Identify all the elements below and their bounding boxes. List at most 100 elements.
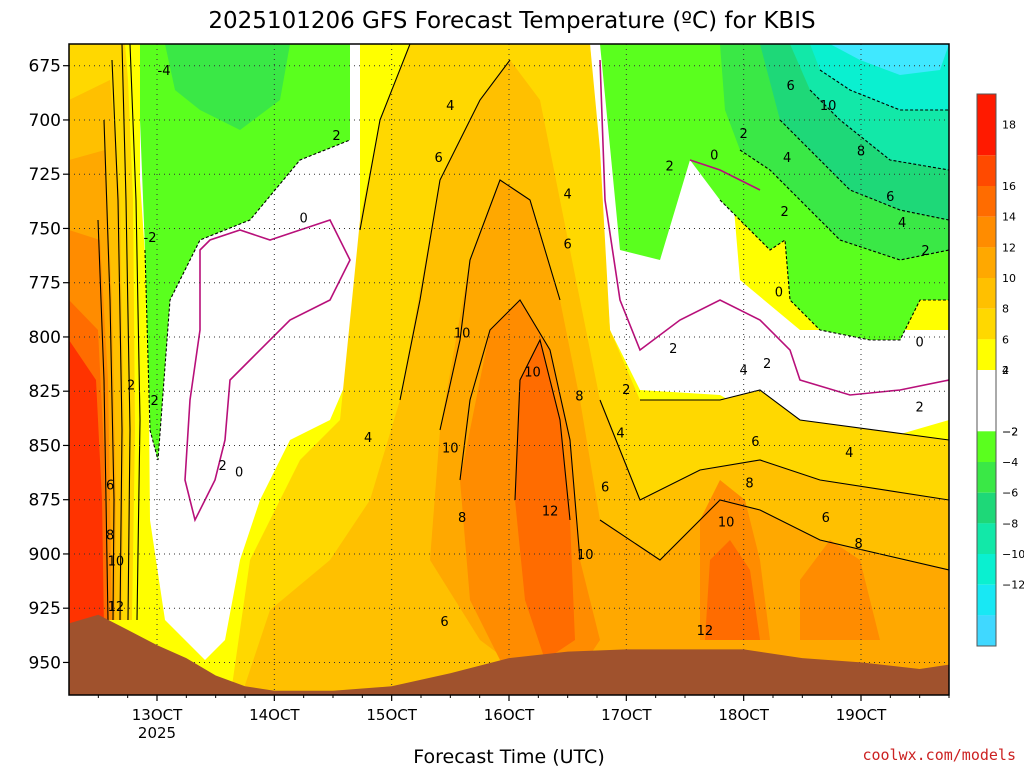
contour-label-30: 2 [622, 383, 630, 398]
contour-label-28: 0 [710, 149, 718, 164]
contour-label-51: 8 [855, 537, 863, 552]
contour-label-48: 2 [916, 400, 924, 415]
field-warm-early-16 [69, 340, 104, 630]
colorbar-segment-13 [977, 554, 996, 585]
contour-2-late [640, 389, 949, 441]
contour-label-29: 2 [669, 342, 677, 357]
contour-label-16: 10 [442, 442, 459, 457]
contour-label-22: 4 [564, 188, 572, 203]
contour-label-47: 0 [916, 335, 924, 350]
contour-label-23: 8 [575, 390, 583, 405]
colorbar-label-12: −8 [1002, 517, 1018, 530]
contour-minus10-late [819, 69, 949, 111]
contour-label-43: 6 [886, 190, 894, 205]
contour-6-late [599, 499, 949, 571]
contour-label-32: 10 [718, 515, 735, 530]
contour-zero-east-upper [689, 159, 761, 191]
y-tick-label-750: 750 [29, 219, 61, 239]
x-tick-label-16OCT: 16OCT [484, 706, 535, 724]
x-tick-label-18OCT: 18OCT [718, 706, 769, 724]
y-tick-label-675: 675 [29, 57, 61, 77]
contour-label-9: 0 [235, 466, 243, 481]
contour-label-49: 4 [845, 446, 853, 461]
colorbar-label-9: −2 [1002, 425, 1018, 438]
y-axis: 675 700 725 750 775 800 825 850 875 900 925 950 [29, 57, 69, 673]
contour-label-31: 12 [697, 624, 714, 639]
contour-label-17: 8 [458, 511, 466, 526]
y-tick-label-950: 950 [29, 653, 61, 673]
contour-label-6: 2 [151, 394, 159, 409]
contour-label-20: 12 [542, 505, 559, 520]
x-axis-label: Forecast Time (UTC) [413, 746, 604, 768]
contour-label-0: 6 [106, 479, 114, 494]
contour-4-mid [399, 59, 511, 401]
contour-label-11: 2 [332, 129, 340, 144]
contour-label-4: 2 [127, 379, 135, 394]
contour-minus4-late [739, 149, 949, 261]
contour-label-45: 2 [921, 244, 929, 259]
contour-label-14: 4 [446, 99, 454, 114]
y-tick-label-825: 825 [29, 382, 61, 402]
y-tick-label-900: 900 [29, 545, 61, 565]
contour-label-15: 10 [454, 327, 471, 342]
y-tick-label-775: 775 [29, 274, 61, 294]
contour-label-40: 6 [786, 79, 794, 94]
contour-label-5: -2 [144, 231, 157, 246]
contour-label-37: 2 [740, 127, 748, 142]
x-tick-label-13OCT: 13OCT [132, 706, 183, 724]
contour-4-early [121, 44, 131, 621]
y-tick-label-875: 875 [29, 491, 61, 511]
chart-title: 2025101206 GFS Forecast Temperature (ºC)… [208, 8, 815, 34]
contour-label-21: 6 [564, 238, 572, 253]
contour-label-34: 6 [751, 435, 759, 450]
contour-6-mid [439, 179, 561, 431]
field-late-12 [705, 540, 760, 640]
contour-label-3: 12 [108, 600, 125, 615]
contour-label-26: 4 [616, 426, 624, 441]
colorbar-label-11: −6 [1002, 487, 1018, 500]
x-tick-label-17OCT: 17OCT [601, 706, 652, 724]
contour-label-42: 8 [857, 144, 865, 159]
field-cold-early-2 [140, 44, 350, 460]
colorbar-segment-4 [977, 247, 996, 278]
colorbar-label-8: 2 [1002, 364, 1009, 377]
contour-label-39: 4 [783, 151, 791, 166]
field-late-10b [800, 540, 880, 640]
y-tick-label-700: 700 [29, 111, 61, 131]
colorbar-label-10: −4 [1002, 456, 1018, 469]
colorbar-segment-6 [977, 308, 996, 340]
terrain-surface [69, 614, 949, 695]
x-year-label: 2025 [138, 724, 176, 742]
contour-lines [97, 44, 949, 621]
colorbar-segment-9 [977, 431, 996, 462]
colorbar-segment-12 [977, 523, 996, 554]
contour-2-early [129, 44, 141, 621]
y-tick-label-725: 725 [29, 165, 61, 185]
y-tick-label-925: 925 [29, 599, 61, 619]
colorbar-segment-14 [977, 584, 996, 616]
credit-link[interactable]: coolwx.com/models [862, 746, 1016, 764]
contour-zero-west [184, 219, 351, 523]
contour-label-38: 2 [781, 205, 789, 220]
colorbar-label-5: 8 [1002, 303, 1009, 316]
colorbar-label-zero-low: −2 [1002, 425, 1018, 438]
colorbar-label-6: 6 [1002, 333, 1009, 346]
y-tick-label-850: 850 [29, 436, 61, 456]
colorbar-segment-1 [977, 155, 996, 186]
contour-label-44: 4 [898, 216, 906, 231]
contour-label-18: 6 [440, 615, 448, 630]
contour-10-early [97, 219, 109, 621]
temperature-field [69, 44, 949, 695]
colorbar-segment-8 [977, 370, 996, 432]
field-cold-early-4 [165, 44, 290, 130]
colorbar-segment-11 [977, 492, 996, 524]
contour-minus2-late [719, 199, 949, 341]
contour-minus8-late [809, 89, 949, 171]
x-tick-label-15OCT: 15OCT [366, 706, 417, 724]
contour-label-19: 10 [524, 366, 541, 381]
contour-8-early [103, 119, 115, 621]
contour-label-13: 6 [434, 151, 442, 166]
